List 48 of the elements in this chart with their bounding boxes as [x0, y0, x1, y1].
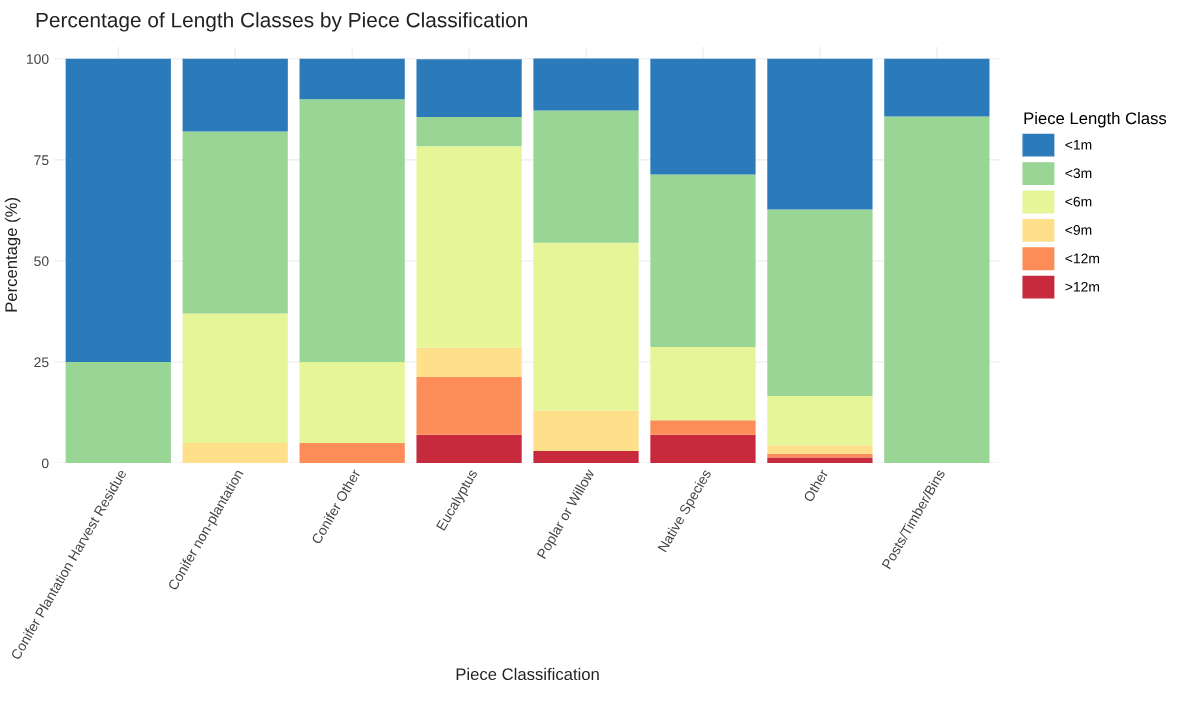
bar — [299, 58, 405, 100]
bar — [767, 58, 873, 210]
bar — [533, 450, 639, 464]
bar — [884, 58, 990, 117]
y-tick-label: 100 — [26, 54, 49, 64]
legend-label: <12m — [1065, 253, 1100, 264]
bar — [416, 59, 522, 118]
chart-title: Percentage of Length Classes by Piece Classification — [36, 12, 527, 32]
bar — [650, 420, 756, 435]
bar — [533, 58, 639, 111]
bar — [533, 110, 639, 243]
bar — [650, 58, 756, 175]
bar — [182, 313, 288, 443]
bar — [650, 434, 756, 464]
bar — [650, 347, 756, 421]
bar — [182, 58, 288, 132]
bar — [533, 410, 639, 451]
y-tick-label: 25 — [34, 357, 49, 368]
bar — [182, 131, 288, 314]
y-tick-label: 75 — [34, 155, 49, 166]
legend-label: <6m — [1065, 196, 1092, 207]
x-axis-title: Piece Classification — [456, 667, 599, 681]
bar — [299, 442, 405, 464]
bar — [767, 457, 873, 464]
bar — [650, 174, 756, 348]
bar — [767, 445, 873, 454]
bar — [299, 99, 405, 363]
bar — [416, 376, 522, 435]
legend-label: <3m — [1065, 168, 1092, 179]
legend-title: Piece Length Class — [1024, 111, 1167, 128]
bar — [182, 442, 288, 464]
bar — [416, 434, 522, 464]
bar — [767, 209, 873, 396]
bar — [299, 362, 405, 443]
bar — [767, 395, 873, 446]
y-tick-label: 50 — [34, 256, 49, 267]
y-axis-title: Percentage (%) — [4, 198, 21, 312]
bar — [65, 362, 171, 464]
legend-label: <9m — [1065, 225, 1092, 235]
bar — [65, 58, 171, 363]
y-tick-label: 0 — [41, 458, 49, 469]
bar — [416, 347, 522, 377]
bar — [884, 116, 990, 464]
bar — [416, 146, 522, 348]
legend-label: >12m — [1065, 281, 1100, 292]
legend-label: <1m — [1065, 140, 1092, 150]
bar — [533, 242, 639, 411]
bar — [416, 117, 522, 147]
